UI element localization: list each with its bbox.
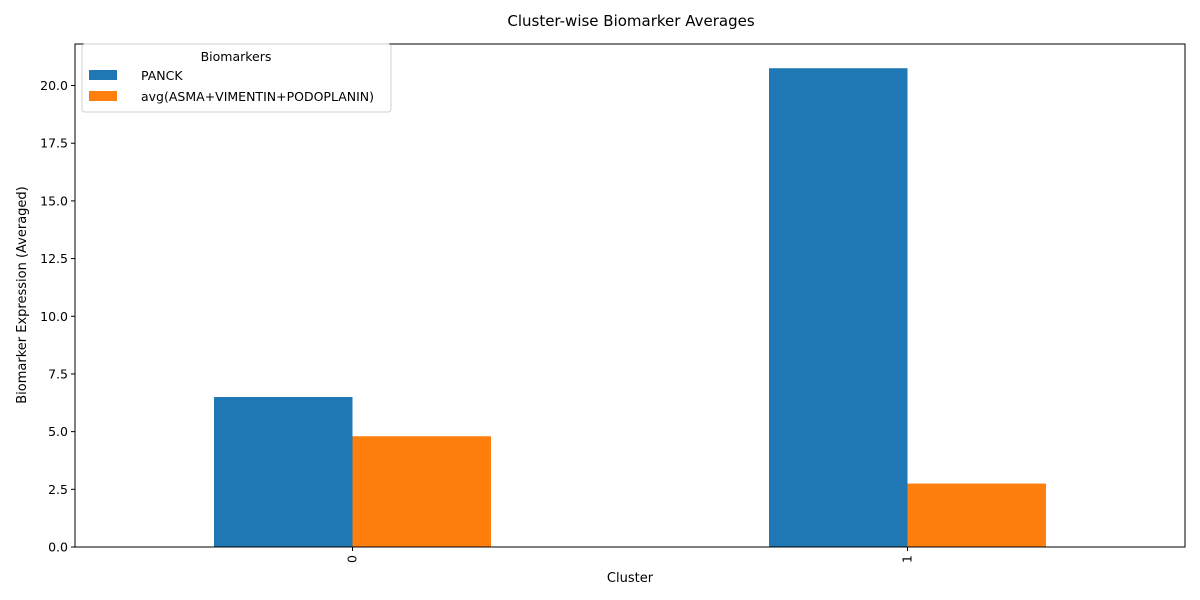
y-tick-label: 0.0 bbox=[48, 540, 68, 555]
legend-label-panck: PANCK bbox=[141, 68, 183, 83]
bar-panck-cluster-0 bbox=[214, 397, 353, 547]
y-tick-label: 20.0 bbox=[40, 78, 68, 93]
y-tick-label: 17.5 bbox=[40, 136, 68, 151]
bar-avg-asma-cluster-0 bbox=[353, 436, 492, 547]
y-tick-label: 12.5 bbox=[40, 251, 68, 266]
y-axis: 0.0 2.5 5.0 7.5 10.0 12.5 15.0 17.5 20.0 bbox=[40, 78, 75, 554]
x-tick-label-1: 1 bbox=[900, 555, 915, 563]
y-tick-label: 15.0 bbox=[40, 193, 68, 208]
bar-avg-asma-cluster-1 bbox=[908, 484, 1047, 547]
x-axis-label: Cluster bbox=[607, 571, 654, 586]
legend-title: Biomarkers bbox=[201, 49, 272, 64]
y-tick-label: 5.0 bbox=[48, 424, 68, 439]
y-tick-label: 2.5 bbox=[48, 482, 68, 497]
bar-panck-cluster-1 bbox=[769, 68, 908, 547]
bars-group bbox=[214, 68, 1046, 547]
legend-swatch-avg-asma bbox=[89, 91, 117, 101]
chart-title: Cluster-wise Biomarker Averages bbox=[507, 12, 754, 30]
y-tick-label: 10.0 bbox=[40, 309, 68, 324]
legend-label-avg-asma: avg(ASMA+VIMENTIN+PODOPLANIN) bbox=[141, 89, 374, 104]
legend-swatch-panck bbox=[89, 70, 117, 80]
x-tick-label-0: 0 bbox=[345, 555, 360, 563]
y-axis-label: Biomarker Expression (Averaged) bbox=[15, 186, 30, 403]
y-tick-label: 7.5 bbox=[48, 366, 68, 381]
legend: Biomarkers PANCK avg(ASMA+VIMENTIN+PODOP… bbox=[82, 44, 391, 112]
